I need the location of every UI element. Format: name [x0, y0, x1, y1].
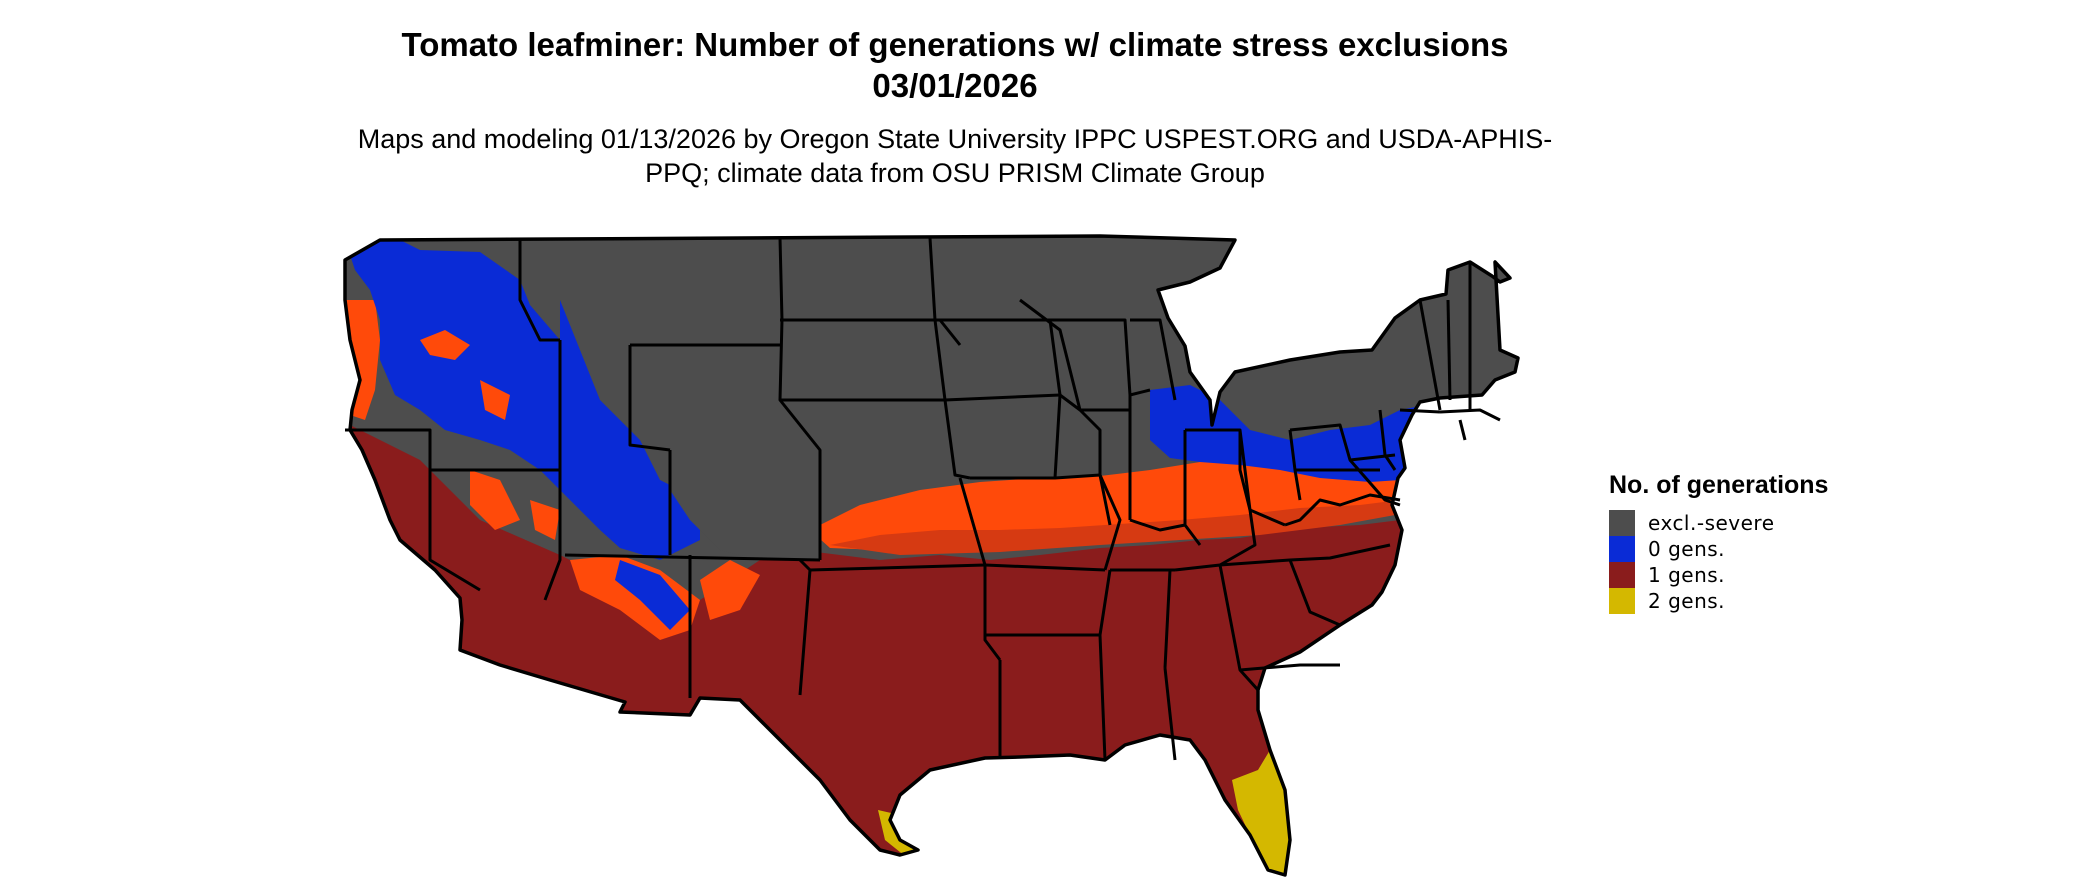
- map-subtitle: Maps and modeling 01/13/2026 by Oregon S…: [357, 124, 1553, 188]
- legend-label: 2 gens.: [1648, 589, 1726, 613]
- legend-item-2-gens: 2 gens.: [1609, 588, 1849, 614]
- legend-label: 1 gens.: [1648, 563, 1726, 587]
- legend-item-1-gens: 1 gens.: [1609, 562, 1849, 588]
- legend-label: 0 gens.: [1648, 537, 1726, 561]
- legend-item-excl-severe: excl.-severe: [1609, 510, 1849, 536]
- legend-swatch: [1609, 588, 1635, 614]
- map-title: Tomato leafminer: Number of generations …: [401, 26, 1509, 104]
- legend: No. of generations excl.-severe 0 gens. …: [1609, 470, 1849, 614]
- legend-swatch: [1609, 562, 1635, 588]
- legend-swatch: [1609, 536, 1635, 562]
- legend-label: excl.-severe: [1648, 511, 1775, 535]
- legend-item-0-gens: 0 gens.: [1609, 536, 1849, 562]
- legend-title: No. of generations: [1609, 471, 1829, 499]
- legend-swatch: [1609, 510, 1635, 536]
